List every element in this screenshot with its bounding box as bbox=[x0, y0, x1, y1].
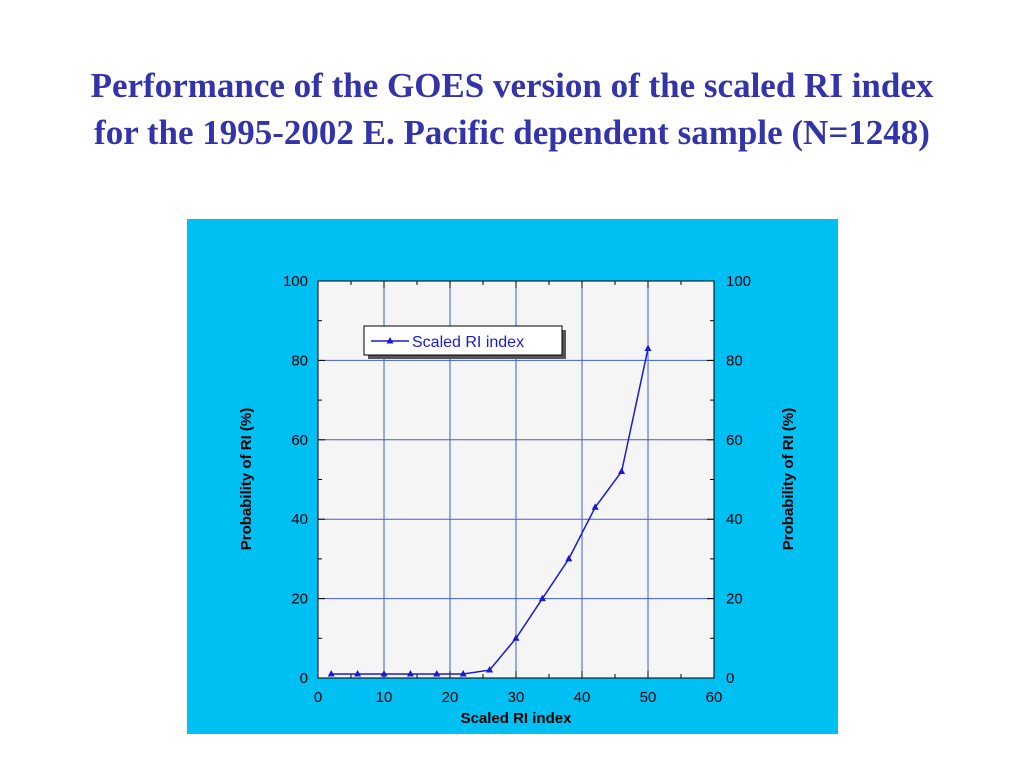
data-point-marker bbox=[406, 670, 414, 677]
y-tick-label-right: 40 bbox=[726, 511, 743, 528]
data-point-marker bbox=[565, 554, 573, 562]
data-point-marker bbox=[538, 594, 546, 602]
x-tick-label: 0 bbox=[314, 689, 322, 706]
data-point-marker bbox=[459, 670, 467, 677]
axis-ticks bbox=[317, 280, 715, 679]
x-tick-label: 10 bbox=[376, 689, 393, 706]
data-point-marker bbox=[327, 670, 335, 677]
data-point-marker bbox=[433, 670, 441, 677]
data-point-marker bbox=[354, 670, 362, 677]
slide-title: Performance of the GOES version of the s… bbox=[0, 62, 1024, 156]
legend-marker-triangle bbox=[386, 337, 394, 344]
y-tick-label-right: 20 bbox=[726, 591, 743, 608]
data-point-marker bbox=[486, 666, 494, 673]
x-tick-label: 30 bbox=[508, 689, 525, 706]
legend-label: Scaled RI index bbox=[412, 334, 524, 351]
chart-panel: 0 10 20 30 40 50 60 0 0 20 20 40 40 60 60 80 80 100 100 Sc… bbox=[187, 219, 838, 734]
x-tick-label: 50 bbox=[640, 689, 657, 706]
title-line-2: for the 1995-2002 E. Pacific dependent s… bbox=[94, 113, 930, 152]
y-tick-label-left: 80 bbox=[291, 352, 308, 369]
x-tick-label: 40 bbox=[574, 689, 591, 706]
y-axis-label-left: Probability of RI (%) bbox=[238, 408, 255, 551]
y-tick-label-left: 0 bbox=[300, 670, 308, 687]
x-tick-label: 60 bbox=[706, 689, 723, 706]
y-tick-label-left: 40 bbox=[291, 511, 308, 528]
y-tick-label-left: 100 bbox=[283, 273, 308, 290]
y-tick-label-left: 20 bbox=[291, 591, 308, 608]
title-line-1: Performance of the GOES version of the s… bbox=[90, 66, 934, 105]
y-axis-label-right: Probability of RI (%) bbox=[780, 408, 797, 551]
legend: Scaled RI index bbox=[363, 325, 566, 359]
data-point-marker bbox=[591, 503, 599, 510]
x-axis-label: Scaled RI index bbox=[461, 710, 573, 727]
y-tick-label-left: 60 bbox=[291, 432, 308, 449]
y-tick-label-right: 80 bbox=[726, 352, 743, 369]
y-tick-label-right: 100 bbox=[726, 273, 751, 290]
data-point-marker bbox=[618, 467, 626, 475]
data-point-marker bbox=[512, 634, 520, 641]
x-tick-label: 20 bbox=[442, 689, 459, 706]
data-point-marker bbox=[644, 344, 652, 351]
data-point-marker bbox=[380, 670, 388, 677]
y-tick-label-right: 60 bbox=[726, 432, 743, 449]
series-layer bbox=[327, 344, 652, 677]
y-tick-label-right: 0 bbox=[726, 670, 734, 687]
